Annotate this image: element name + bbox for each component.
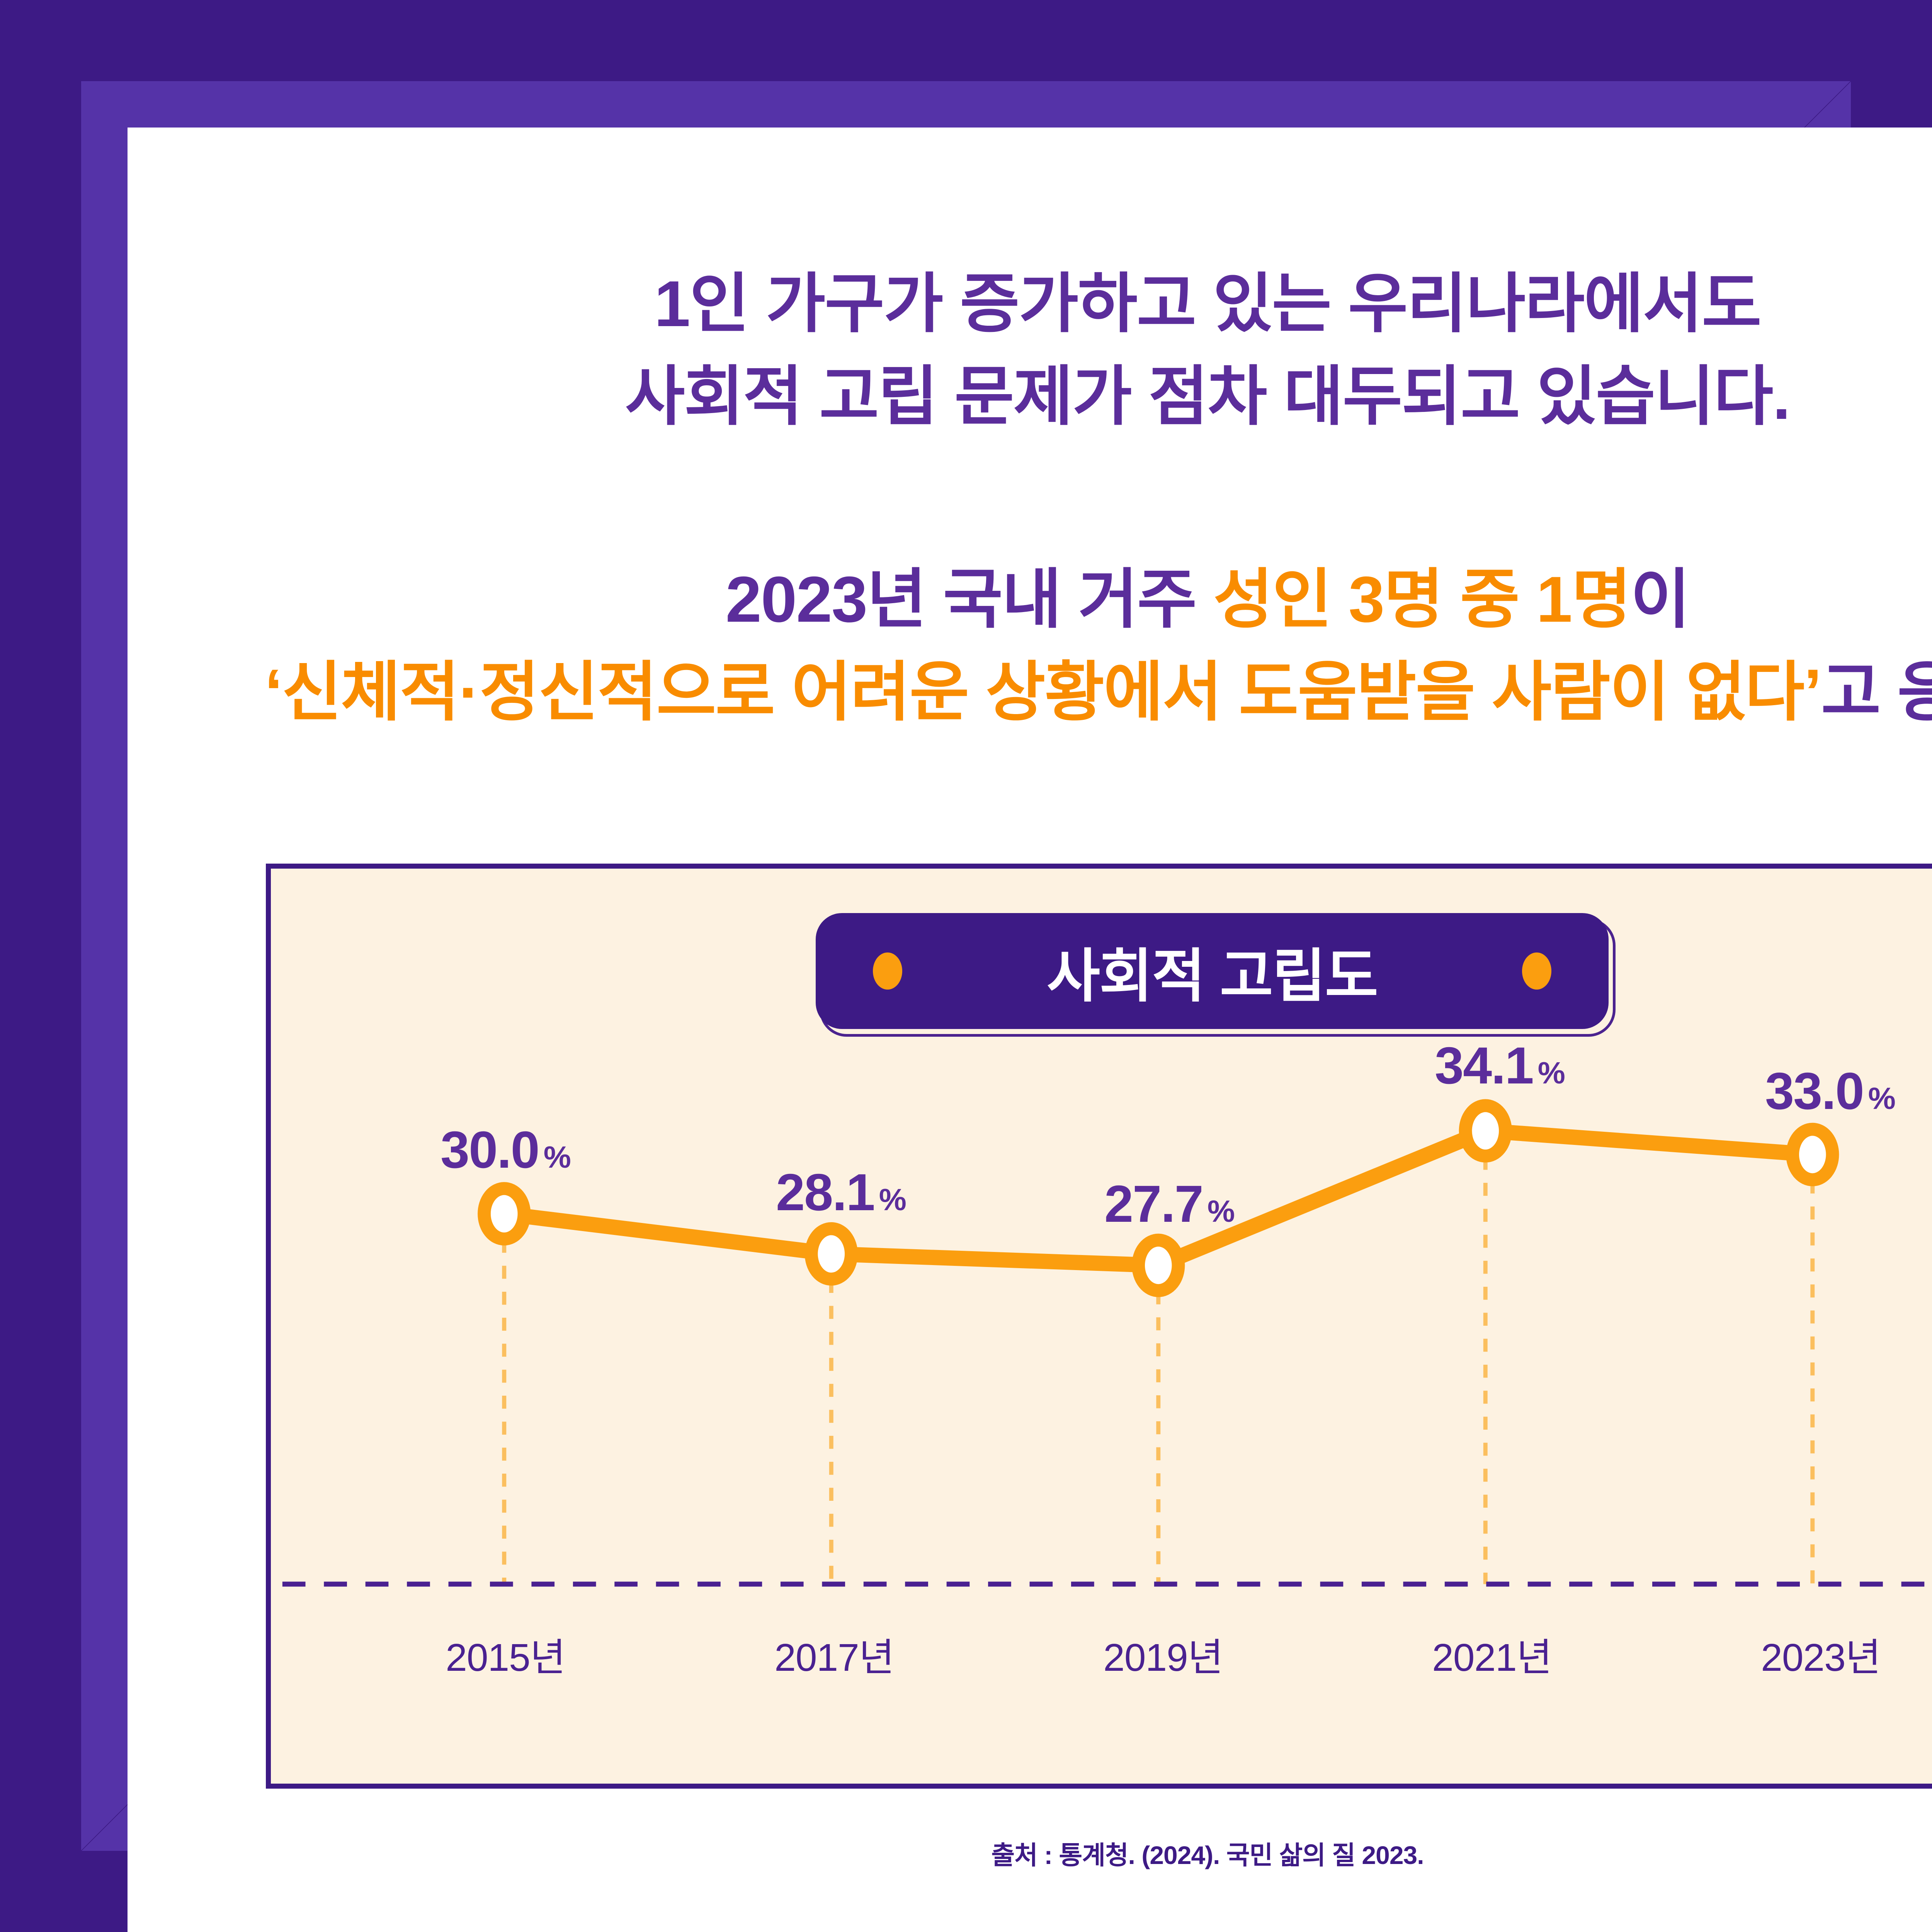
- x-axis-label-2023: 2023년: [1761, 1636, 1881, 1679]
- x-axis-label-2017: 2017년: [774, 1636, 894, 1679]
- headline-line-4: ‘신체적·정신적으로 어려운 상황에서 도움받을 사람이 없다’고 응답했고,: [128, 639, 1932, 733]
- headline-line-2: 사회적 고립 문제가 점차 대두되고 있습니다.: [625, 360, 1791, 433]
- chart-source-citation: 출처 : 통계청. (2024). 국민 삶의 질 2023.: [991, 1841, 1424, 1869]
- data-label-2021: 34.1%: [1435, 1036, 1565, 1095]
- headline-line-4-part-2: 고 응답했고,: [1821, 656, 1932, 728]
- data-label-2015: 30.0%: [440, 1121, 571, 1179]
- x-axis-label-2021: 2021년: [1432, 1636, 1552, 1679]
- headline-line-1: 1인 가구가 증가하고 있는 우리나라에서도: [654, 267, 1762, 340]
- data-label-2019: 27.7%: [1104, 1175, 1235, 1233]
- badge-body: 사회적 고립도: [816, 913, 1609, 1029]
- x-axis-label-2015: 2015년: [446, 1636, 565, 1679]
- badge-title-label: 사회적 고립도: [1047, 943, 1378, 1009]
- chart-panel: 사회적 고립도: [266, 864, 1932, 1789]
- data-label-2017: 28.1%: [776, 1163, 906, 1221]
- headline-line-3-part-3: 이: [1630, 563, 1690, 636]
- x-axis-label-2019: 2019년: [1103, 1636, 1223, 1679]
- headline-line-3-highlight: 성인 3명 중 1명: [1213, 563, 1631, 636]
- headline-line-3: 2023년 국내 거주 성인 3명 중 1명이: [128, 547, 1932, 641]
- headline-line-4-quote: ‘신체적·정신적으로 어려운 상황에서 도움받을 사람이 없다’: [264, 656, 1822, 728]
- data-label-2023: 33.0%: [1765, 1062, 1896, 1120]
- infographic-canvas: 1인 가구가 증가하고 있는 우리나라에서도 사회적 고립 문제가 점차 대두되…: [128, 128, 1932, 1932]
- orange-dot-icon-right: [1522, 952, 1551, 990]
- orange-dot-icon-left: [873, 952, 902, 990]
- headline-line-3-part-1: 2023년 국내 거주: [725, 563, 1214, 636]
- chart-title-badge: 사회적 고립도: [816, 913, 1616, 1037]
